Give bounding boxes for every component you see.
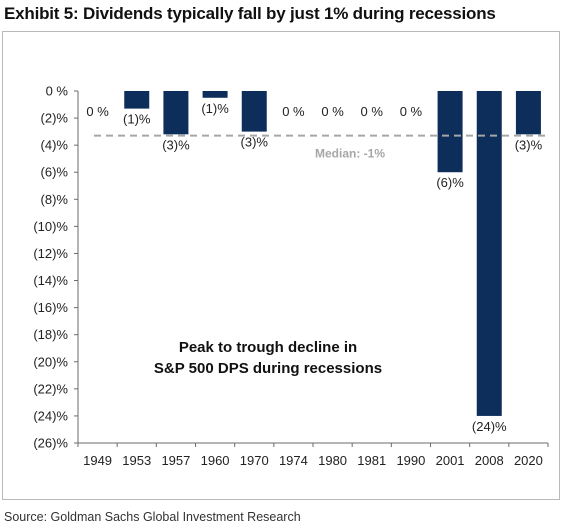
x-tick-label: 1953 [122,453,151,468]
data-label: (3)% [515,137,543,152]
y-tick-label: (6)% [41,165,69,180]
data-label: 0 % [361,104,384,119]
bar [476,91,502,416]
x-tick-label: 1974 [279,453,308,468]
x-tick-label: 1980 [318,453,347,468]
y-tick-label: (8)% [41,192,69,207]
x-tick-label: 2020 [514,453,543,468]
x-tick-label: 1960 [201,453,230,468]
data-label: (1)% [201,101,229,116]
data-label: 0 % [86,104,109,119]
y-tick-label: (16)% [33,300,68,315]
y-tick-label: (26)% [33,436,68,451]
annotation-line-1: Peak to trough decline in [179,339,357,356]
bar [163,91,189,135]
y-tick-label: (2)% [41,111,69,126]
chart-data-labels: 0 % (1)% (3)% (1)% (3)% 0 % 0 % 0 % 0 % (6)% (24)%… [86,101,542,434]
data-label: (3)% [162,137,190,152]
data-label: (6)% [436,175,464,190]
chart-axes: 0 % (2)% (4)% (6)% (8)% (10)% (12)% (14)% (16)% (… [33,84,549,468]
bar [515,91,541,135]
y-tick-label: (14)% [33,273,68,288]
y-tick-label: (10)% [33,219,68,234]
data-label: 0 % [282,104,305,119]
bar [202,91,228,98]
x-tick-label: 2001 [436,453,465,468]
chart-title: Exhibit 5: Dividends typically fall by j… [4,4,496,23]
chart-frame [2,31,560,500]
data-label: 0 % [321,104,344,119]
data-label: 0 % [400,104,423,119]
bar [241,91,267,132]
y-tick-label: (22)% [33,381,68,396]
data-label: (1)% [123,112,151,127]
x-tick-label: 1990 [396,453,425,468]
x-tick-label: 1949 [83,453,112,468]
median-label: Median: -1% [315,147,385,161]
chart-bars [124,91,541,416]
y-tick-label: (24)% [33,408,68,423]
bar [124,91,150,109]
y-tick-label: (12)% [33,246,68,261]
source-note: Source: Goldman Sachs Global Investment … [4,510,301,524]
y-tick-label: (20)% [33,354,68,369]
x-tick-label: 1981 [357,453,386,468]
bar [437,91,463,173]
x-tick-label: 1957 [161,453,190,468]
data-label: (3)% [241,135,269,150]
annotation-line-2: S&P 500 DPS during recessions [154,360,382,377]
y-tick-label: (4)% [41,138,69,153]
y-tick-label: (18)% [33,327,68,342]
median-line-group: Median: -1% [94,134,546,161]
data-label: (24)% [472,419,507,434]
y-tick-label: 0 % [46,84,69,99]
x-tick-label: 1970 [240,453,269,468]
x-tick-label: 2008 [475,453,504,468]
